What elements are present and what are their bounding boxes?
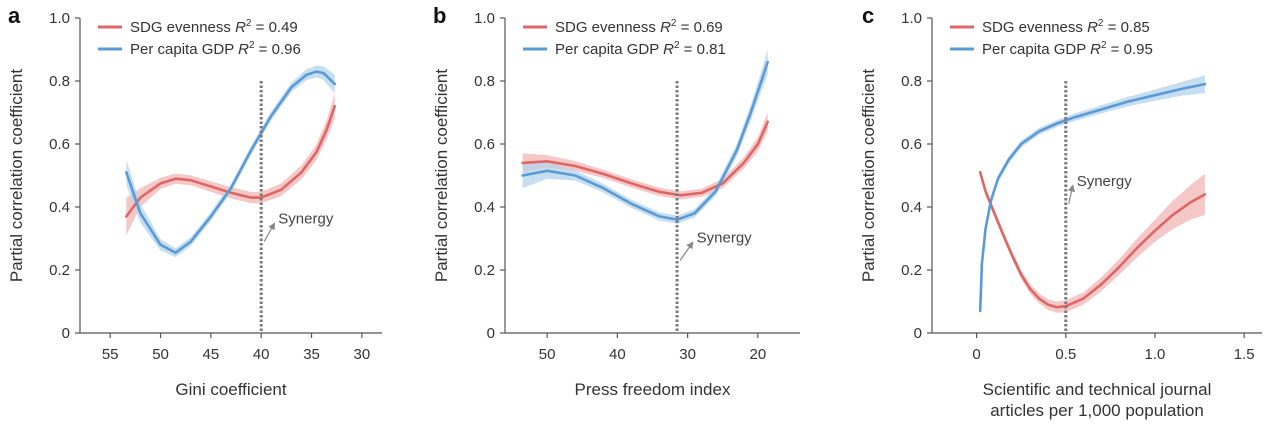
synergy-annotation: Synergy — [697, 230, 753, 247]
x-tick-label: 40 — [253, 346, 270, 363]
panel-b: b 0 0.2 0.4 0.6 0.8 1.0 50 40 30 20 Partial correla… — [432, 3, 800, 399]
y-tick-label: 0.6 — [49, 136, 70, 153]
y-tick-label: 0.6 — [901, 136, 922, 153]
y-tick-label: 0.8 — [49, 73, 70, 90]
x-tick-label: 1.0 — [1145, 346, 1166, 363]
synergy-annotation: Synergy — [278, 211, 334, 228]
x-tick-label: 0 — [972, 346, 980, 363]
x-tick-label: 45 — [203, 346, 220, 363]
confidence-band-per-capita-gdp — [980, 75, 1205, 315]
y-tick-label: 0 — [914, 325, 922, 342]
confidence-band-per-capita-gdp — [126, 65, 335, 258]
synergy-arrow — [263, 222, 276, 242]
legend-label: SDG evenness R2 = 0.69 — [555, 18, 723, 36]
series-line-sdg-evenness — [125, 104, 337, 218]
x-tick-label: 55 — [102, 346, 119, 363]
panel-letter: a — [8, 3, 21, 28]
y-tick-label: 0.4 — [49, 199, 70, 216]
y-tick-label: 0 — [487, 325, 495, 342]
x-tick-label: 30 — [679, 346, 696, 363]
x-tick-label: 1.5 — [1234, 346, 1255, 363]
legend-label: Per capita GDP R2 = 0.96 — [130, 40, 301, 58]
y-tick-label: 0.2 — [49, 262, 70, 279]
series-line-sdg-evenness — [521, 120, 770, 197]
y-tick-label: 0.6 — [474, 136, 495, 153]
legend-label: SDG evenness R2 = 0.49 — [130, 18, 298, 36]
y-tick-label: 1.0 — [49, 10, 70, 27]
y-axis-label: Partial correlation coefficient — [432, 69, 451, 283]
y-axis-label: Partial correlation coefficient — [7, 69, 26, 283]
x-axis-label: articles per 1,000 population — [990, 401, 1204, 420]
panel-letter: b — [433, 3, 446, 28]
x-tick-label: 50 — [539, 346, 556, 363]
series-line-per-capita-gdp — [125, 70, 337, 254]
y-tick-label: 1.0 — [474, 10, 495, 27]
series-line-per-capita-gdp — [978, 82, 1207, 313]
y-tick-label: 0.8 — [901, 73, 922, 90]
legend-label: SDG evenness R2 = 0.85 — [982, 18, 1150, 36]
series-line-sdg-evenness — [978, 171, 1207, 309]
y-tick-label: 0.4 — [901, 199, 922, 216]
y-tick-label: 0.2 — [901, 262, 922, 279]
series-line-per-capita-gdp — [521, 60, 770, 221]
y-tick-label: 0.2 — [474, 262, 495, 279]
legend-label: Per capita GDP R2 = 0.95 — [982, 40, 1153, 58]
x-axis-label: Scientific and technical journal — [983, 380, 1212, 399]
confidence-band-per-capita-gdp — [522, 49, 768, 224]
x-tick-label: 40 — [609, 346, 626, 363]
y-axis-label: Partial correlation coefficient — [859, 69, 878, 283]
synergy-arrow — [679, 241, 694, 261]
y-tick-label: 0.4 — [474, 199, 495, 216]
x-tick-label: 35 — [303, 346, 320, 363]
x-tick-label: 50 — [152, 346, 169, 363]
panel-c: c 0 0.2 0.4 0.6 0.8 1.0 0 0.5 1.0 1.5 Partial corre… — [859, 3, 1262, 420]
x-axis-label: Press freedom index — [575, 380, 731, 399]
panel-letter: c — [862, 3, 874, 28]
y-tick-label: 1.0 — [901, 10, 922, 27]
synergy-annotation: Synergy — [1077, 173, 1133, 190]
legend-label: Per capita GDP R2 = 0.81 — [555, 40, 726, 58]
panel-a: a 0 0.2 0.4 0.6 0.8 1.0 55 50 45 40 35 30 Partial cor… — [7, 3, 382, 399]
x-axis-label: Gini coefficient — [175, 380, 286, 399]
synergy-arrow — [1067, 184, 1075, 204]
x-tick-label: 20 — [750, 346, 767, 363]
y-tick-label: 0 — [62, 325, 70, 342]
x-tick-label: 30 — [354, 346, 371, 363]
y-tick-label: 0.8 — [474, 73, 495, 90]
x-tick-label: 0.5 — [1055, 346, 1076, 363]
